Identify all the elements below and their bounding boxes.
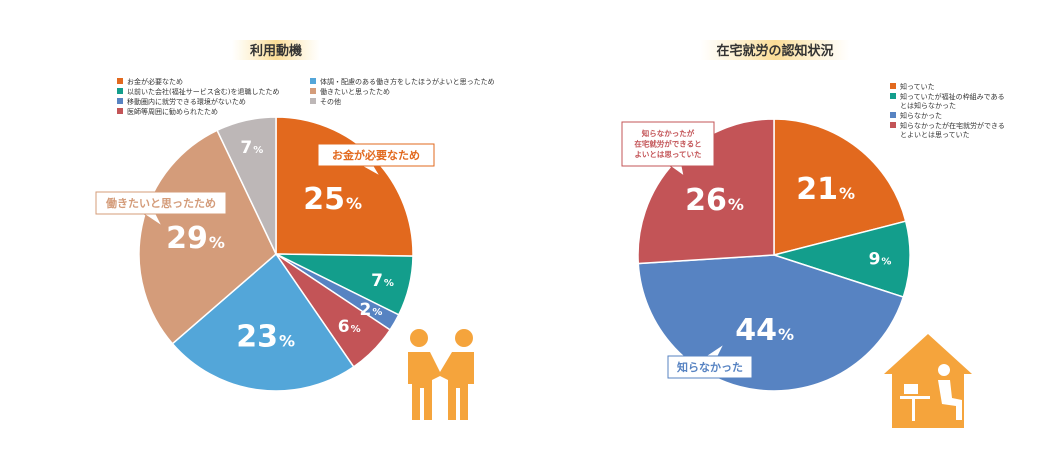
callout-label: よいとは思っていた <box>634 149 701 159</box>
title-bg-right <box>700 40 850 60</box>
chart-motivation: 利用動機 お金が必要なため以前いた会社(福祉サービス含む)を退職したため移動圏内… <box>95 40 495 420</box>
legend-swatch <box>310 98 316 104</box>
legend-label: 医師等周囲に勧められたため <box>127 107 218 116</box>
handshake-people-icon <box>408 329 474 420</box>
chart-awareness: 在宅就労の認知状況 知っていた知っていたが福祉の枠組みであるとは知らなかった知ら… <box>621 40 1005 428</box>
home-work-icon <box>884 334 972 428</box>
legend-swatch <box>890 122 896 128</box>
legend-label: 知らなかったが在宅就労ができる <box>900 121 1005 130</box>
legend-label: とは知らなかった <box>900 101 956 110</box>
callout-label: 知らなかったが <box>642 128 695 138</box>
callout-frame <box>621 121 715 167</box>
pie-left-labels: 25% 7% 2%6% 23% 29% 7% <box>166 138 394 354</box>
pie-data-label: 44% <box>735 313 794 348</box>
callout-box: お金が必要なため <box>317 143 435 178</box>
pie-right-labels: 21% 9% 44% 26% <box>685 172 891 348</box>
pie-slice <box>171 252 355 392</box>
pie-slice <box>216 116 277 255</box>
legend-label: お金が必要なため <box>127 77 183 86</box>
legend-label: その他 <box>320 97 341 106</box>
legend-entry: 以前いた会社(福祉サービス含む)を退職したため <box>117 87 279 96</box>
callout-frame <box>95 191 227 215</box>
legend-right: 知っていた知っていたが福祉の枠組みであるとは知らなかった知らなかった知らなかった… <box>890 82 1005 139</box>
callout-frame <box>667 355 753 379</box>
legend-label: 知っていたが福祉の枠組みである <box>900 92 1005 101</box>
legend-entry: その他 <box>310 97 341 106</box>
pie-data-label: 29% <box>166 221 225 256</box>
callout-label: お金が必要なため <box>332 148 420 162</box>
pie-data-label: 23% <box>236 319 295 354</box>
callout-label: 働きたいと思ったため <box>105 196 216 210</box>
legend-swatch <box>890 83 896 89</box>
pie-data-label: 7% <box>240 138 263 158</box>
callout-box: 知らなかった <box>667 342 753 379</box>
legend-label: 体調・配慮のある働き方をしたほうがよいと思ったため <box>320 77 495 86</box>
title-bg-left <box>232 40 320 60</box>
legend-entry: 働きたいと思ったため <box>310 87 390 96</box>
legend-entry: 知らなかった <box>890 111 942 120</box>
legend-label: 移動圏内に就労できる環境がないため <box>127 97 246 106</box>
pie-data-label: 7% <box>371 271 394 291</box>
legend-left: お金が必要なため以前いた会社(福祉サービス含む)を退職したため移動圏内に就労でき… <box>117 77 495 116</box>
legend-label: 知っていた <box>900 82 935 91</box>
legend-swatch <box>310 78 316 84</box>
legend-label: 働きたいと思ったため <box>320 87 390 96</box>
pie-data-label: 6% <box>338 317 361 337</box>
pie-data-label: 9% <box>869 249 892 269</box>
callout-label: 知らなかった <box>676 360 743 374</box>
pie-data-label: 26% <box>685 183 744 218</box>
legend-label: とよいとは思っていた <box>900 131 970 139</box>
legend-entry: 知っていた <box>890 82 935 91</box>
legend-swatch <box>890 112 896 118</box>
legend-swatch <box>117 88 123 94</box>
pie-data-label: 2% <box>359 300 382 320</box>
legend-entry: お金が必要なため <box>117 77 183 86</box>
pie-data-label: 25% <box>303 182 362 217</box>
legend-label: 知らなかった <box>900 111 942 120</box>
legend-entry: 医師等周囲に勧められたため <box>117 107 218 116</box>
legend-label: 以前いた会社(福祉サービス含む)を退職したため <box>127 87 279 96</box>
legend-swatch <box>310 88 316 94</box>
legend-swatch <box>117 98 123 104</box>
legend-swatch <box>117 108 123 114</box>
legend-swatch <box>890 93 896 99</box>
legend-entry: 移動圏内に就労できる環境がないため <box>117 97 246 106</box>
callout-box: 働きたいと思ったため <box>95 191 227 228</box>
legend-swatch <box>117 78 123 84</box>
pie-data-label: 21% <box>796 172 855 207</box>
chart-title-left: 利用動機 <box>250 43 302 59</box>
pie-left <box>138 116 414 392</box>
callout-label: 在宅就労ができると <box>634 139 701 149</box>
chart-title-right: 在宅就労の認知状況 <box>716 43 833 59</box>
legend-entry: 体調・配慮のある働き方をしたほうがよいと思ったため <box>310 77 495 86</box>
pie-slice <box>773 118 907 256</box>
callout-frame <box>317 143 435 167</box>
